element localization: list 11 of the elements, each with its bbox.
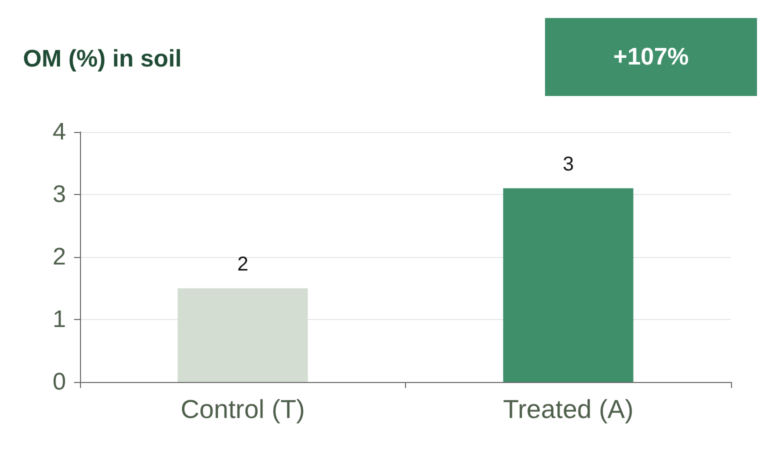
y-tick-label: 1 bbox=[52, 306, 66, 333]
y-tick-label: 2 bbox=[52, 244, 66, 270]
x-tick-label: Treated (A) bbox=[502, 394, 634, 424]
y-tick-label: 4 bbox=[52, 118, 66, 146]
data-label: 3 bbox=[562, 153, 574, 176]
text: +107% bbox=[613, 44, 689, 70]
data-label: 2 bbox=[237, 253, 248, 276]
y-tick-label: 3 bbox=[52, 181, 66, 208]
y-tick-label: 0 bbox=[52, 368, 66, 396]
chart-title: OM (%) in soil bbox=[23, 46, 182, 72]
x-tick-label: Control (T) bbox=[180, 394, 305, 424]
